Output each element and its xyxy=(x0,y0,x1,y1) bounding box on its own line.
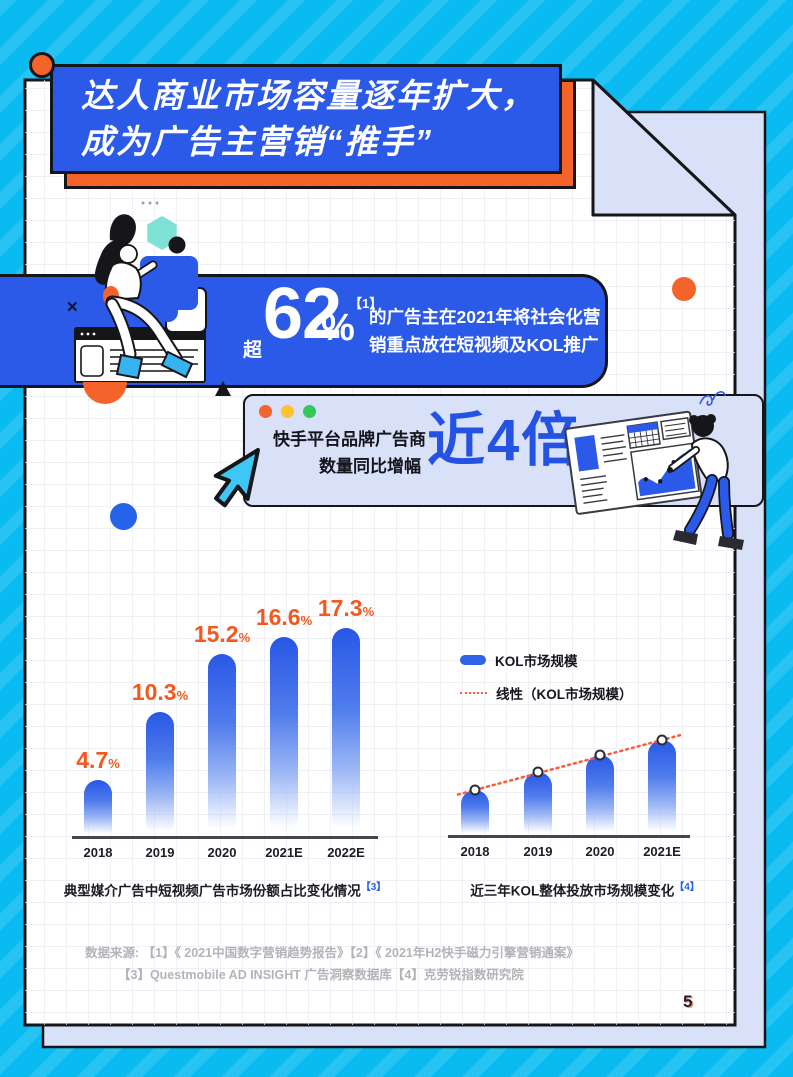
data-source-line2: 【3】Questmobile AD INSIGHT 广告洞察数据库【4】克劳锐指… xyxy=(118,968,524,982)
bar-value-label: 4.7% xyxy=(76,747,120,773)
chart1-caption: 典型媒介广告中短视频广告市场份额占比变化情况【3】 xyxy=(63,882,387,899)
page-title-line2: 成为广告主营销“推手” xyxy=(81,123,433,160)
triangle-icon xyxy=(215,381,231,396)
bar xyxy=(208,654,236,836)
stat-description-line1: 的广告主在2021年将社会化营 xyxy=(369,307,601,327)
orange-corner-dot-icon xyxy=(29,52,55,78)
bar-value-label: 17.3% xyxy=(317,595,375,621)
stat-prefix: 超 xyxy=(243,340,263,361)
stat-number: 62 xyxy=(263,274,342,354)
chart2-x-axis xyxy=(448,835,690,838)
bar xyxy=(270,637,298,836)
legend-pill-icon xyxy=(460,655,486,665)
x-tick-label: 2018 xyxy=(460,844,490,859)
bar xyxy=(648,740,676,835)
x-mark-icon: ✕ xyxy=(66,299,79,316)
page-title: 达人商业市场容量逐年扩大， 成为广告主营销“推手” xyxy=(50,64,562,174)
legend-item-kol: KOL市场规模 xyxy=(460,650,578,670)
chart1-x-axis xyxy=(72,836,378,839)
bar-value-label: 15.2% xyxy=(193,621,251,647)
window-dot-orange-icon xyxy=(259,405,272,418)
stat-footnote-ref: 【1】 xyxy=(349,296,383,311)
bar xyxy=(84,780,112,836)
chart-short-video-share: 4.7% 2018 10.3% 2019 15.2% 2020 16.6% 2021E 17.3… xyxy=(60,592,390,872)
orange-half-disc-icon xyxy=(83,382,127,404)
bar xyxy=(332,628,360,836)
page-title-line1: 达人商业市场容量逐年扩大， xyxy=(81,77,536,114)
data-sources: 数据来源: 【1】《 2021中国数字营销趋势报告》【2】《 2021年H2快手… xyxy=(85,942,579,986)
bar xyxy=(461,790,489,835)
window-dot-green-icon xyxy=(303,405,316,418)
orange-dot-icon xyxy=(672,277,696,301)
data-source-line1: 数据来源: 【1】《 2021中国数字营销趋势报告》【2】《 2021年H2快手… xyxy=(85,946,579,960)
highlight-value: 近4倍 xyxy=(427,408,582,473)
cursor-arrow-icon xyxy=(213,448,260,508)
page-fold-icon xyxy=(591,78,737,217)
window-dot-yellow-icon xyxy=(281,405,294,418)
bar xyxy=(146,712,174,836)
highlight-label-line2: 数量同比增幅 xyxy=(319,457,421,476)
highlight-label-line1: 快手平台品牌广告商 xyxy=(273,430,426,449)
stat-description-line2: 销重点放在短视频及KOL推广 xyxy=(369,335,599,355)
highlight-label: 快手平台品牌广告商 数量同比增幅 xyxy=(273,426,426,480)
woman-puzzle-illustration xyxy=(74,201,207,404)
dot-decoration-icon xyxy=(141,201,145,205)
x-tick-label: 2021E xyxy=(643,844,681,859)
woman-figure xyxy=(94,214,194,380)
x-tick-label: 2019 xyxy=(145,845,175,860)
window-dots-icon xyxy=(259,405,316,418)
chart2-caption: 近三年KOL整体投放市场规模变化【4】 xyxy=(470,882,700,899)
blue-dot-icon xyxy=(110,503,137,530)
bar-value-label: 10.3% xyxy=(131,679,189,705)
bar xyxy=(524,772,552,835)
man-dashboard-illustration xyxy=(564,391,744,550)
chart-kol-market-size: KOL市场规模 线性（KOL市场规模） 2018 2019 2020 2021E xyxy=(440,640,730,870)
dashboard-board-icon xyxy=(564,410,703,515)
legend-item-linear: 线性（KOL市场规模） xyxy=(460,683,633,703)
legend-label: KOL市场规模 xyxy=(495,654,578,669)
legend-dotted-line-icon xyxy=(460,692,487,694)
stat-unit: % xyxy=(321,307,355,349)
x-tick-label: 2020 xyxy=(585,844,615,859)
bar xyxy=(586,755,614,835)
chart1-footnote-ref: 【3】 xyxy=(360,882,387,893)
chart2-footnote-ref: 【4】 xyxy=(674,882,700,893)
page-number: 5 xyxy=(683,992,693,1011)
stat-description: 的广告主在2021年将社会化营 销重点放在短视频及KOL推广 xyxy=(369,303,600,359)
x-tick-label: 2019 xyxy=(523,844,553,859)
trend-dotted-line xyxy=(456,733,682,796)
puzzle-piece-icon xyxy=(140,256,198,322)
squiggle-icon xyxy=(699,391,726,406)
x-tick-label: 2018 xyxy=(83,845,113,860)
legend-label: 线性（KOL市场规模） xyxy=(496,687,633,702)
man-figure xyxy=(667,414,744,550)
black-dot-icon xyxy=(168,236,186,254)
x-tick-label: 2022E xyxy=(327,845,365,860)
x-tick-label: 2020 xyxy=(207,845,237,860)
bar-value-label: 16.6% xyxy=(255,604,313,630)
x-tick-label: 2021E xyxy=(265,845,303,860)
